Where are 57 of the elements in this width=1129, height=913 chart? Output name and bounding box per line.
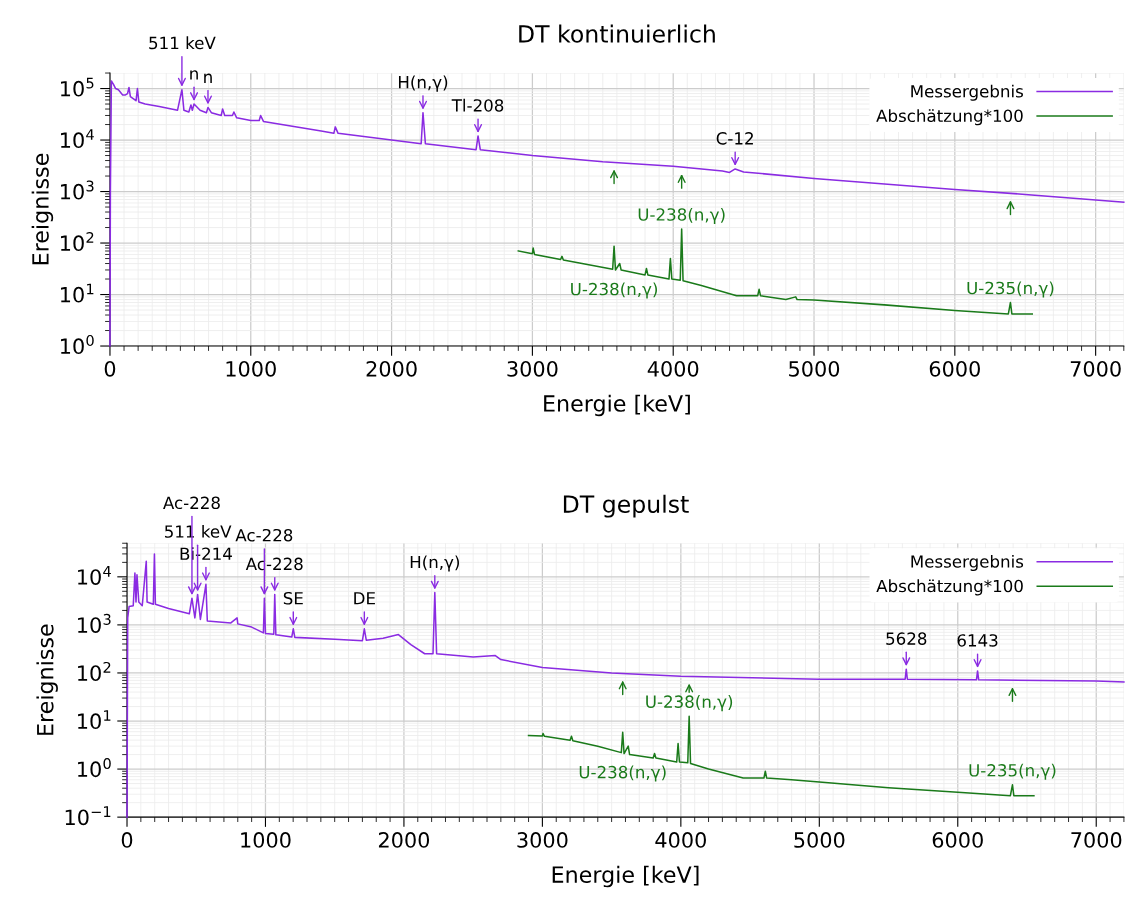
x-tick-label: 4000 — [655, 832, 706, 848]
annotation: n — [190, 70, 198, 80]
annotation: Ac-228 — [235, 528, 293, 542]
annotation: Tl-208 — [451, 98, 504, 112]
annotation: 511 keV — [149, 36, 216, 50]
x-tick-label: 7000 — [1070, 360, 1121, 377]
annotation: U-235(n,γ) — [969, 763, 1056, 780]
annotation: U-238(n,γ) — [638, 207, 725, 225]
y-tick-label: 10$^{−1}$ — [65, 806, 111, 826]
x-axis-title: Energie [keV] — [552, 865, 699, 888]
y-axis-title: Ereignisse — [31, 153, 54, 265]
y-tick-label: 10$^{0}$ — [78, 758, 111, 778]
y-tick-label: 10$^{2}$ — [61, 231, 94, 252]
y-tick-label: 10$^{5}$ — [61, 77, 94, 97]
x-tick-label: 1000 — [226, 360, 276, 377]
annotation: DE — [354, 592, 375, 605]
y-tick-label: 10$^{0}$ — [61, 334, 94, 355]
annotation: 5628 — [886, 632, 927, 645]
annotation: U-238(n,γ) — [579, 765, 666, 782]
annotation: U-238(n,γ) — [646, 695, 733, 712]
x-tick-label: 7000 — [1071, 832, 1122, 848]
x-tick-label: 5000 — [794, 832, 845, 848]
annotation: C-12 — [716, 132, 753, 145]
legend-label: Messergebnis — [911, 554, 1024, 572]
chart-title: DT kontinuierlich — [519, 24, 715, 43]
y-tick-label: 10$^{4}$ — [78, 565, 111, 585]
annotation: H(n,γ) — [398, 75, 448, 92]
y-tick-label: 10$^{3}$ — [78, 613, 111, 633]
x-tick-label: 3000 — [517, 832, 568, 848]
y-tick-label: 10$^{1}$ — [61, 283, 94, 303]
y-tick-label: 10$^{1}$ — [78, 710, 111, 730]
annotation: H(n,γ) — [410, 555, 460, 572]
x-tick-label: 2000 — [378, 832, 430, 848]
y-tick-label: 10$^{2}$ — [78, 661, 111, 681]
x-tick-label: 3000 — [507, 360, 558, 377]
annotation: SE — [283, 591, 303, 605]
x-tick-label: 0 — [121, 832, 133, 848]
y-axis-title: Ereignisse — [36, 624, 58, 735]
x-tick-label: 4000 — [647, 360, 699, 377]
y-tick-label: 10$^{3}$ — [61, 180, 94, 200]
legend-label: Abschätzung*100 — [876, 109, 1023, 126]
x-axis-title: Energie [keV] — [544, 394, 690, 417]
x-tick-label: 2000 — [366, 360, 417, 377]
annotation: 6143 — [957, 634, 998, 647]
x-tick-label: 1000 — [241, 832, 291, 848]
chart-title: DT gepulst — [563, 494, 689, 518]
legend-label: Abschätzung*100 — [876, 579, 1023, 596]
annotation: n — [204, 73, 212, 83]
legend-label: Messergebnis — [911, 84, 1023, 101]
annotation: U-235(n,γ) — [967, 281, 1054, 298]
y-tick-label: 10$^{4}$ — [61, 129, 94, 149]
annotation: U-238(n,γ) — [571, 282, 658, 299]
annotation: Ac-228 — [163, 496, 220, 510]
x-tick-label: 6000 — [932, 832, 983, 848]
x-tick-label: 0 — [104, 360, 116, 377]
x-tick-label: 5000 — [789, 360, 840, 377]
x-tick-label: 6000 — [929, 360, 980, 377]
